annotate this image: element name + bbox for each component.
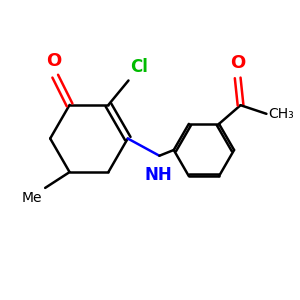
Text: Cl: Cl: [130, 58, 148, 76]
Text: CH₃: CH₃: [268, 107, 294, 121]
Text: NH: NH: [144, 166, 172, 184]
Text: O: O: [46, 52, 62, 70]
Text: Me: Me: [22, 191, 42, 205]
Text: O: O: [230, 54, 245, 72]
